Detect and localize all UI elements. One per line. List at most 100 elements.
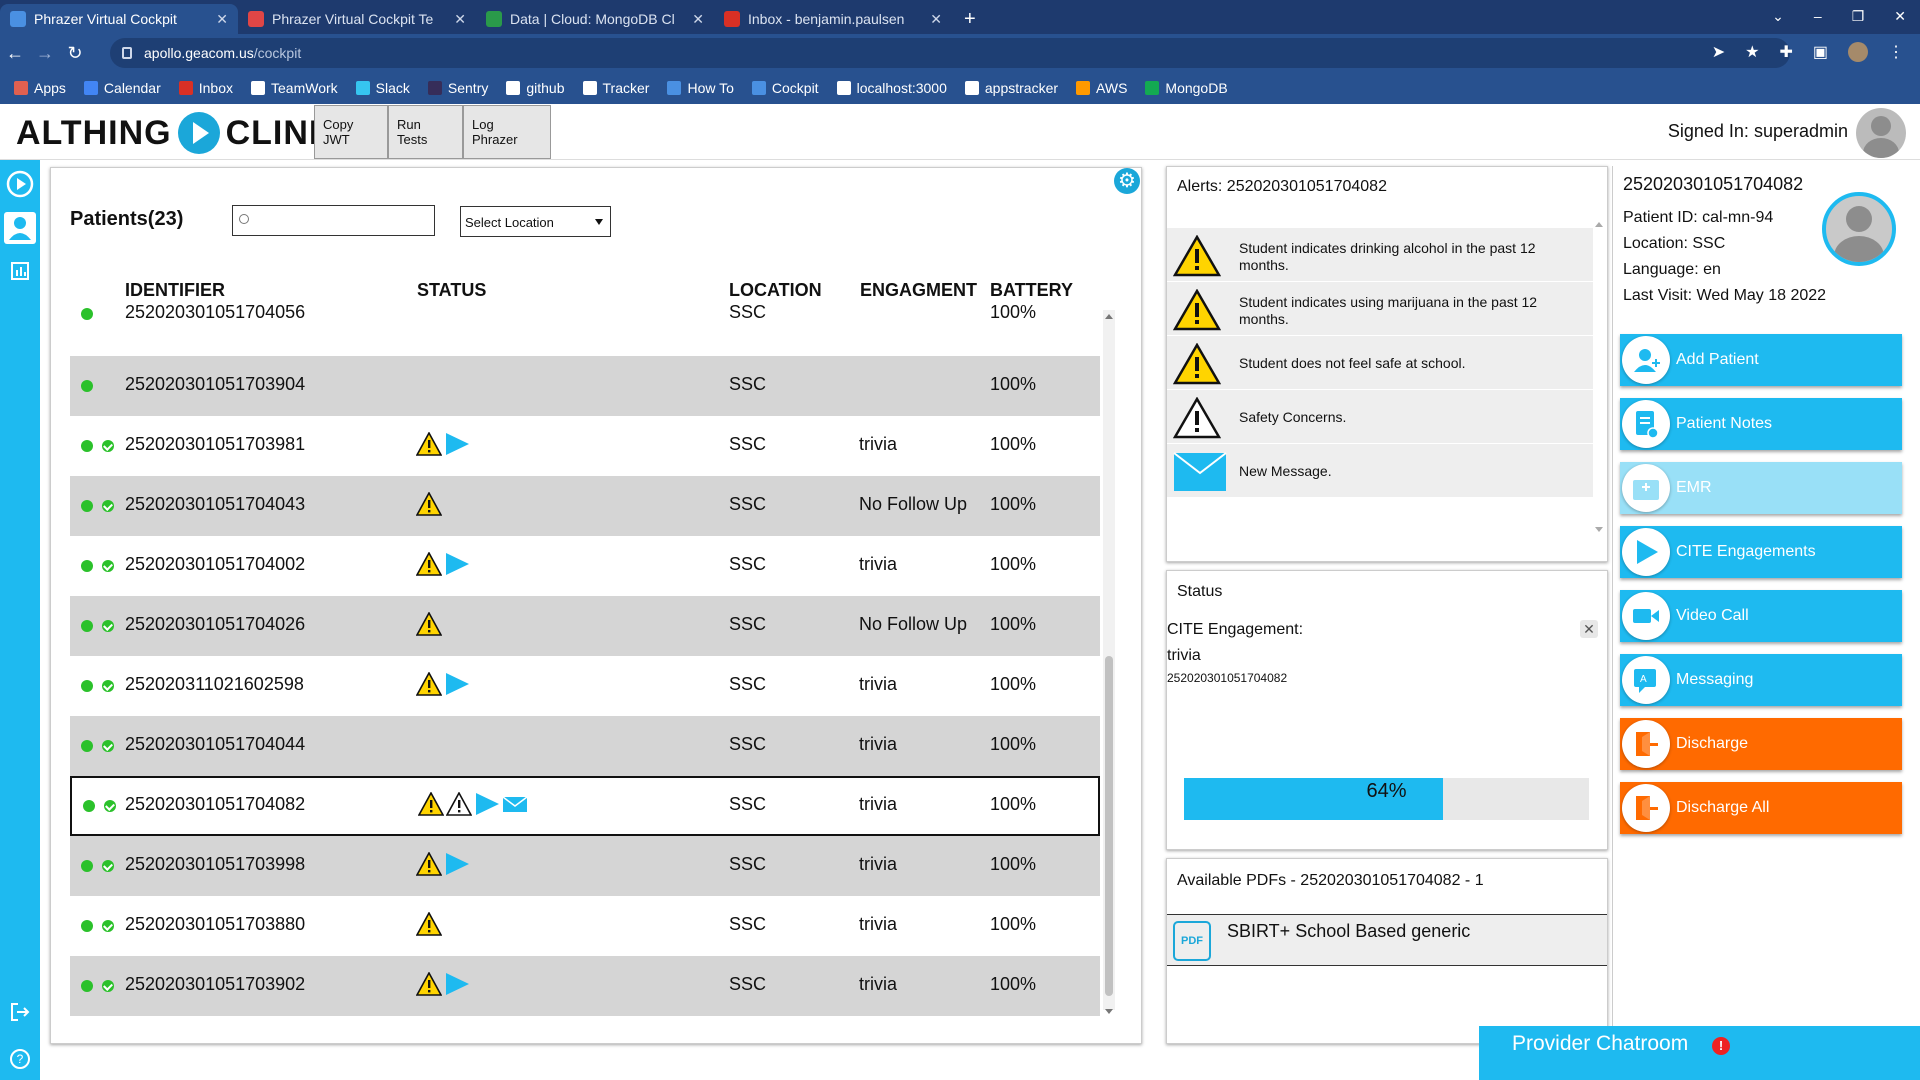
menu-icon[interactable]: ⋮ [1888, 44, 1904, 61]
table-row[interactable]: 252020311021602598 SSC trivia 100% [70, 656, 1100, 716]
close-tab-icon[interactable]: ✕ [692, 10, 704, 27]
row-battery: 100% [990, 974, 1037, 994]
warning-icon [1172, 234, 1222, 280]
browser-tab[interactable]: Phrazer Virtual Cockpit ✕ [0, 4, 238, 34]
discharge-button[interactable]: Discharge [1620, 718, 1902, 770]
pdf-item[interactable]: PDF SBIRT+ School Based generic [1167, 914, 1607, 966]
bookmark-item[interactable]: How To [667, 80, 734, 96]
extensions-icon[interactable]: ✚ [1779, 44, 1793, 61]
scroll-down-arrow[interactable] [1105, 1009, 1113, 1014]
scroll-thumb[interactable] [1105, 656, 1113, 996]
table-row[interactable]: 252020301051704043 SSC No Follow Up 100% [70, 476, 1100, 536]
table-row[interactable]: 252020301051703902 SSC trivia 100% [70, 956, 1100, 1016]
table-row[interactable]: 252020301051703998 SSC trivia 100% [70, 836, 1100, 896]
alert-text: Student indicates drinking alcohol in th… [1239, 240, 1536, 273]
run-tests-button[interactable]: Run Tests [388, 105, 463, 159]
patients-scrollbar[interactable] [1103, 310, 1115, 1014]
discharge-all-button[interactable]: Discharge All [1620, 782, 1902, 834]
url-field[interactable]: apollo.geacom.us/cockpit [110, 38, 1790, 68]
bookmark-item[interactable]: MongoDB [1145, 80, 1228, 96]
location-select[interactable]: Select Location [460, 206, 611, 237]
help-icon[interactable]: ? [6, 1048, 34, 1076]
bookmark-item[interactable]: Slack [355, 80, 410, 96]
back-icon[interactable]: ← [6, 42, 24, 63]
row-identifier: 252020301051704044 [125, 734, 306, 754]
provider-chatroom-button[interactable]: Provider Chatroom ! [1479, 1026, 1920, 1080]
lock-icon [122, 47, 132, 59]
warning-icon [416, 492, 442, 516]
alerts-scrollbar[interactable] [1594, 222, 1604, 532]
bookmark-item[interactable]: github [506, 80, 565, 96]
bookmark-item[interactable]: appstracker [964, 80, 1058, 96]
bookmark-item[interactable]: Apps [14, 80, 66, 96]
settings-gear-icon[interactable]: ⚙ [1114, 168, 1140, 194]
close-tab-icon[interactable]: ✕ [216, 10, 228, 27]
alert-item[interactable]: Safety Concerns. [1167, 390, 1593, 444]
tab-search-icon[interactable]: ⌄ [1772, 8, 1784, 24]
warning-icon [416, 432, 442, 456]
log-phrazer-button[interactable]: Log Phrazer [463, 105, 551, 159]
detail-last-visit: Last Visit: Wed May 18 2022 [1623, 287, 1827, 304]
bookmark-item[interactable]: localhost:3000 [836, 80, 947, 96]
user-avatar[interactable] [1856, 108, 1906, 158]
patient-notes-button[interactable]: Patient Notes [1620, 398, 1902, 450]
bookmark-item[interactable]: Sentry [427, 80, 488, 96]
search-icon [239, 214, 249, 224]
table-row[interactable]: 252020301051704002 SSC trivia 100% [70, 536, 1100, 596]
table-row[interactable]: 252020301051704026 SSC No Follow Up 100% [70, 596, 1100, 656]
col-header-status[interactable]: STATUS [417, 280, 487, 300]
bookmark-item[interactable]: Calendar [83, 80, 161, 96]
browser-tab[interactable]: Inbox - benjamin.paulsen ✕ [714, 4, 952, 34]
table-row[interactable]: 252020301051704044 SSC trivia 100% [70, 716, 1100, 776]
close-engagement-icon[interactable]: ✕ [1580, 620, 1598, 638]
close-window-icon[interactable]: ✕ [1894, 8, 1906, 24]
col-header-identifier[interactable]: IDENTIFIER [125, 280, 226, 300]
patient-search-input[interactable] [232, 205, 435, 236]
close-tab-icon[interactable]: ✕ [930, 10, 942, 27]
cite-engagements-button[interactable]: CITE Engagements [1620, 526, 1902, 578]
scroll-up-arrow[interactable] [1105, 314, 1113, 319]
forward-icon[interactable]: → [36, 42, 54, 63]
new-tab-icon[interactable]: + [964, 8, 976, 30]
copy-jwt-button[interactable]: Copy JWT [314, 105, 388, 159]
play-nav-icon[interactable] [6, 170, 34, 198]
bookmark-item[interactable]: Cockpit [751, 80, 819, 96]
browser-tab[interactable]: Phrazer Virtual Cockpit Te ✕ [238, 4, 476, 34]
tab-favicon-icon [248, 11, 264, 27]
video-call-button[interactable]: Video Call [1620, 590, 1902, 642]
col-header-battery[interactable]: BATTERY [990, 280, 1073, 300]
add-patient-button[interactable]: Add Patient [1620, 334, 1902, 386]
minimize-icon[interactable]: – [1813, 8, 1822, 24]
alert-item[interactable]: Student indicates drinking alcohol in th… [1167, 228, 1593, 282]
table-row[interactable]: 252020301051704056 SSC 100% [70, 290, 1100, 344]
bookmark-favicon-icon [582, 81, 597, 95]
browser-tab[interactable]: Data | Cloud: MongoDB Cl ✕ [476, 4, 714, 34]
emr-button[interactable]: EMR [1620, 462, 1902, 514]
restore-icon[interactable]: ❐ [1851, 8, 1865, 24]
bookmark-item[interactable]: TeamWork [251, 80, 338, 96]
row-location: SSC [729, 614, 767, 634]
send-icon[interactable]: ➤ [1711, 44, 1726, 61]
alert-item[interactable]: New Message. [1167, 444, 1593, 498]
bookmark-item[interactable]: Tracker [582, 80, 649, 96]
table-row[interactable]: 252020301051703981 SSC trivia 100% [70, 416, 1100, 476]
reload-icon[interactable]: ↻ [67, 42, 83, 63]
row-engagement: trivia [859, 734, 898, 754]
col-header-location[interactable]: LOCATION [729, 280, 822, 300]
patients-nav-icon[interactable] [4, 212, 36, 244]
alert-item[interactable]: Student does not feel safe at school. [1167, 336, 1593, 390]
table-row[interactable]: 252020301051703880 SSC trivia 100% [70, 896, 1100, 956]
logout-icon[interactable] [6, 1000, 34, 1028]
reports-nav-icon[interactable] [6, 260, 34, 288]
bookmark-item[interactable]: AWS [1076, 80, 1127, 96]
table-row[interactable]: 252020301051704082 SSC trivia 100% [70, 776, 1100, 836]
alert-item[interactable]: Student indicates using marijuana in the… [1167, 282, 1593, 336]
messaging-button[interactable]: A Messaging [1620, 654, 1902, 706]
bookmark-star-icon[interactable]: ★ [1745, 44, 1760, 61]
side-panel-icon[interactable]: ▣ [1812, 44, 1828, 61]
col-header-engagement[interactable]: ENGAGMENT [860, 280, 977, 300]
table-row[interactable]: 252020301051703904 SSC 100% [70, 356, 1100, 416]
profile-avatar[interactable] [1848, 42, 1868, 62]
close-tab-icon[interactable]: ✕ [454, 10, 466, 27]
bookmark-item[interactable]: Inbox [178, 80, 233, 96]
